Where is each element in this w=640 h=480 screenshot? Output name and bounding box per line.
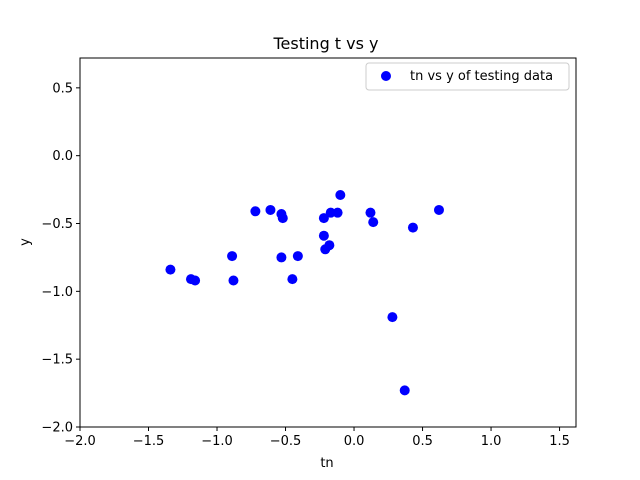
y-axis: −2.0 −1.5 −1.0 −0.5 0.0 0.5: [41, 81, 80, 436]
data-point: [265, 204, 276, 215]
x-tick-label: −1.5: [133, 434, 165, 449]
data-point: [318, 230, 329, 241]
chart-title: Testing t vs y: [272, 34, 378, 53]
data-point: [407, 222, 418, 233]
data-point: [227, 251, 238, 262]
data-point: [368, 217, 379, 228]
plot-frame: [79, 57, 577, 428]
data-point: [365, 207, 376, 218]
plot-area: [79, 57, 577, 428]
data-points: [165, 190, 444, 396]
data-point: [399, 385, 410, 396]
legend-marker: [381, 71, 391, 81]
x-axis-label: tn: [320, 456, 333, 471]
x-tick-label: 0.5: [412, 434, 433, 449]
data-point: [250, 206, 261, 217]
data-point: [165, 264, 176, 275]
data-point: [277, 213, 288, 224]
y-tick-label: −0.5: [41, 217, 73, 232]
data-point: [276, 252, 287, 263]
data-point: [318, 213, 329, 224]
y-tick-label: −1.5: [41, 353, 73, 368]
data-point: [433, 204, 444, 215]
x-axis: −2.0 −1.5 −1.0 −0.5 0.0 0.5 1.0 1.5: [64, 427, 570, 449]
legend: tn vs y of testing data: [365, 62, 570, 91]
y-axis-label: y: [18, 238, 33, 246]
data-point: [335, 190, 346, 201]
y-tick-label: 0.0: [52, 149, 73, 164]
data-point: [228, 275, 239, 286]
x-tick-label: 0.0: [344, 434, 365, 449]
x-tick-label: 1.5: [549, 434, 570, 449]
data-point: [387, 312, 398, 323]
x-tick-label: −1.0: [201, 434, 233, 449]
x-tick-label: 1.0: [481, 434, 502, 449]
x-tick-label: −2.0: [64, 434, 96, 449]
y-tick-label: 0.5: [52, 81, 73, 96]
y-tick-label: −2.0: [41, 421, 73, 436]
data-point: [190, 275, 201, 286]
y-tick-label: −1.0: [41, 285, 73, 300]
data-point: [287, 274, 298, 285]
data-point: [324, 240, 335, 251]
legend-box: [365, 62, 570, 91]
x-tick-label: −0.5: [270, 434, 302, 449]
legend-label: tn vs y of testing data: [410, 69, 553, 84]
data-point: [332, 207, 343, 218]
data-point: [325, 207, 336, 218]
data-point: [292, 251, 303, 262]
